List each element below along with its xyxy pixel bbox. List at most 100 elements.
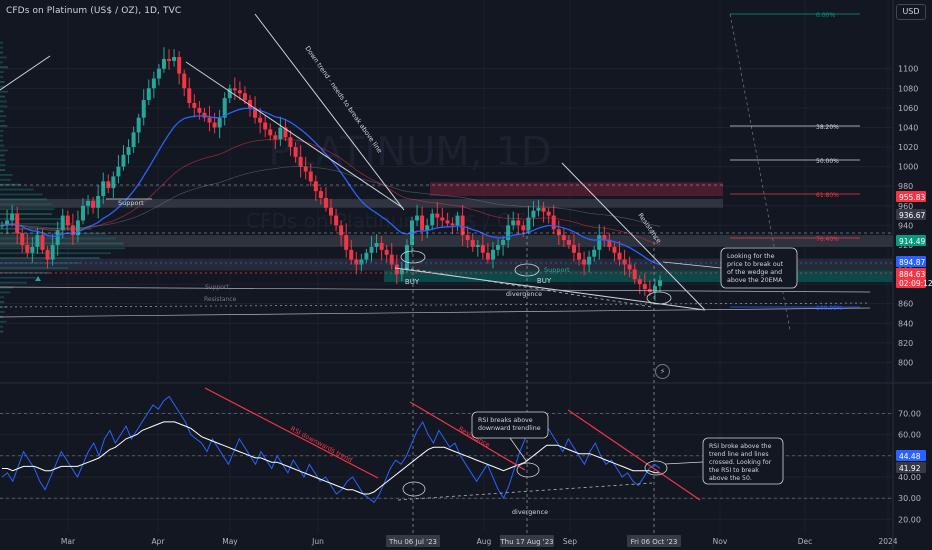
candle-body [218,118,222,128]
candle-body [577,253,581,260]
candle-body [208,118,212,123]
candle-body [537,208,541,211]
volume-bar [0,243,123,245]
candle-body [86,201,90,206]
lightning-icon[interactable]: ⚡ [655,364,670,379]
price-tick: 940 [898,221,913,230]
candle-body [440,218,444,221]
support-label: Support [118,199,144,207]
volume-bar [0,282,27,284]
candle-body [486,253,490,260]
candle-body [557,229,561,235]
volume-bar [0,194,42,196]
time-tick: 2024 [878,537,897,546]
volume-bar [0,252,111,254]
candle-body [380,243,384,250]
price-tick: 820 [898,339,913,348]
candle-body [121,155,125,167]
volume-bar [0,154,4,156]
candle-body [51,245,55,260]
candle-body [40,235,44,250]
candle-body [359,260,363,265]
volume-bar [0,267,68,269]
volume-bar [0,52,3,54]
volume-bar [0,208,54,210]
candle-body [633,269,637,279]
time-tick: Nov [713,537,728,546]
candle-body [147,88,151,100]
volume-bar [0,61,3,63]
candle-body [20,233,24,245]
volume-bar [0,42,3,44]
volume-bar [0,71,4,73]
time-axis-bg [0,533,932,550]
candle-body [501,240,505,245]
resistance-zone [430,182,723,196]
buy-label: BUY [537,277,552,285]
fib-label: 100.00% [816,305,843,312]
rsi-callout-text: RSI breaks above downward trendline [478,417,541,432]
candle-body [643,284,647,289]
candle-body [511,220,515,225]
time-tick: Mar [61,537,76,546]
candle-body [177,57,181,74]
volume-bar [0,105,7,107]
candle-body [258,118,262,123]
rsi-badge: 41.92 [896,462,926,473]
candle-body [187,88,191,103]
candle-body [435,214,439,218]
candle-body [496,245,500,250]
time-tick: Jun [311,537,324,546]
volume-bar [0,326,3,328]
candle-body [572,245,576,253]
time-highlight: Thu 17 Aug '23 [499,535,554,547]
time-highlight-label: Thu 17 Aug '23 [499,538,553,546]
watermark-name: CFDs on Platinum (US$ / OZ) [246,209,534,233]
candle-body [152,79,156,89]
price-tick: 860 [898,300,913,309]
volume-bar [0,257,100,259]
support-zone-label: Support [544,266,570,274]
candle-body [25,245,29,253]
rsi-badge-value: 44.48 [899,452,921,461]
currency-button[interactable]: USD [896,4,926,20]
candle-body [491,250,495,260]
candle-body [197,108,201,113]
price-badge: 02:09:12 [896,277,932,288]
candle-body [314,181,318,191]
candle-body [66,216,70,226]
price-tick: 1000 [898,163,918,172]
candle-body [233,88,237,90]
volume-bar [0,145,4,147]
candle-body [182,74,186,89]
candle-body [385,250,389,255]
candle-body [137,118,141,133]
candle-body [243,93,247,100]
volume-bar [0,291,10,293]
chart-title: CFDs on Platinum (US$ / OZ), 1D, TVC [6,6,181,16]
price-badge: 955.83 [896,191,926,202]
resistance-line-label: Resistance [204,296,237,303]
rsi-badge: 44.48 [896,450,926,461]
time-highlight: Thu 06 Jul '23 [386,535,440,547]
candle-body [35,235,39,247]
candle-body [481,245,485,253]
volume-bar [0,189,34,191]
volume-bar [0,101,7,103]
candle-body [521,225,525,230]
candle-body [547,212,551,216]
volume-bar [0,179,11,181]
candle-body [309,172,313,182]
volume-bar [0,110,4,112]
volume-bar [0,218,61,220]
time-highlight-label: Thu 06 Jul '23 [388,538,437,546]
candle-body [623,260,627,265]
candle-body [658,280,662,286]
price-badge-value: 955.83 [899,193,925,202]
candle-body [278,127,282,139]
price-tick: 1080 [898,84,918,93]
candle-body [430,214,434,226]
candle-body [364,253,368,260]
candle-body [349,250,353,260]
